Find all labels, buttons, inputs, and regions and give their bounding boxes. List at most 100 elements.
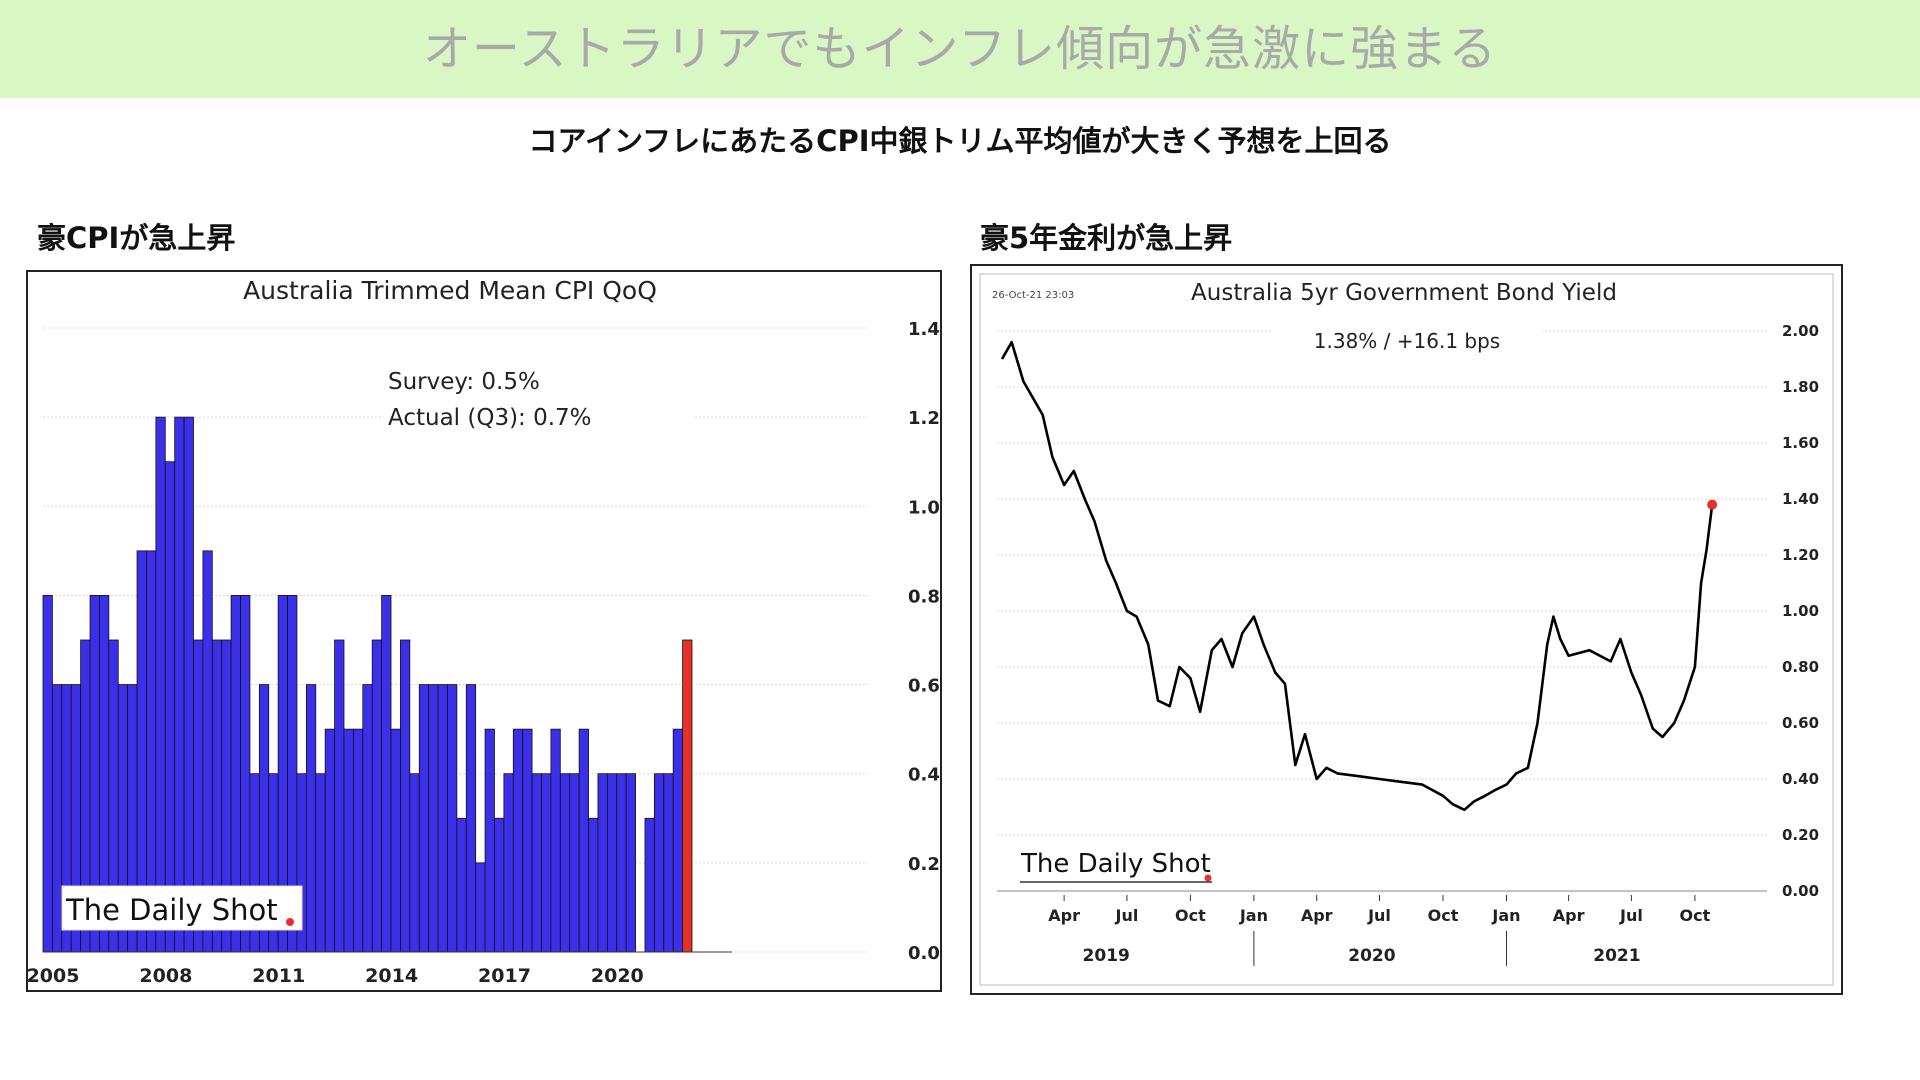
bar [437, 684, 448, 953]
x-tick-label: Jul [1367, 906, 1391, 925]
x-tick-label: 2014 [365, 965, 418, 987]
y-tick-label: 1.20 [1782, 546, 1819, 564]
bar [672, 728, 683, 953]
y-tick-label: 0.40 [1782, 770, 1819, 788]
right-panel-label: 豪5年金利が急上昇 [980, 221, 1233, 255]
inner-border [979, 273, 1834, 986]
watermark-daily-shot: The Daily Shot [1020, 849, 1211, 879]
y-tick-label: 0.00 [1782, 882, 1819, 900]
x-tick-label: Oct [1175, 906, 1206, 925]
bar [371, 639, 383, 953]
x-tick-label: 2008 [139, 965, 192, 987]
bar-latest [682, 639, 693, 953]
bar [541, 773, 552, 953]
bar [42, 595, 53, 953]
bar [315, 773, 326, 953]
bar [606, 773, 618, 953]
left-panel-label: 豪CPIが急上昇 [37, 221, 236, 255]
cpi-chart-frame: Australia Trimmed Mean CPI QoQ 1.4 1.2 1.0… [26, 270, 942, 992]
x-tick-label: Jan [1491, 906, 1520, 925]
x-year-label: 2021 [1593, 946, 1640, 966]
bar [616, 773, 627, 953]
y-tick-label: 0.6 [908, 676, 940, 697]
bar [456, 817, 467, 953]
y-tick-label: 0.60 [1782, 714, 1819, 732]
bar [484, 728, 495, 953]
x-tick-label: Apr [1553, 906, 1585, 925]
watermark-box [61, 885, 303, 931]
annotation-background [1272, 321, 1542, 361]
x-year-label: 2019 [1083, 946, 1130, 966]
bar [52, 684, 63, 953]
y-tick-label: 0.20 [1782, 826, 1819, 844]
x-tick-label: Oct [1680, 906, 1711, 925]
y-tick-label: 1.80 [1782, 378, 1819, 396]
bar [597, 773, 608, 953]
bar [578, 728, 589, 953]
bar [625, 773, 636, 953]
bar [428, 684, 439, 953]
annotation-background [383, 362, 693, 442]
bond-chart-frame: 26-Oct-21 23:03 Australia 5yr Government… [970, 264, 1843, 995]
bar [475, 862, 486, 953]
cpi-bar-chart: Australia Trimmed Mean CPI QoQ 1.4 1.2 1.0… [27, 276, 940, 987]
bond-line-chart: 26-Oct-21 23:03 Australia 5yr Government… [979, 273, 1834, 986]
annotation-actual: Actual (Q3): 0.7% [388, 405, 592, 431]
y-tick-label: 2.00 [1782, 322, 1819, 340]
bar [512, 728, 524, 953]
x-tick-label: Jan [1239, 906, 1268, 925]
y-tick-label: 1.2 [908, 408, 940, 429]
bar [305, 684, 317, 953]
x-tick-label: Jul [1115, 906, 1139, 925]
bar [644, 817, 655, 953]
bar [588, 817, 599, 953]
bar [653, 773, 665, 953]
bar [559, 773, 571, 953]
bar [550, 728, 561, 953]
bar [164, 461, 176, 953]
x-tick-label: 2020 [591, 965, 644, 987]
x-tick-label: Oct [1428, 906, 1459, 925]
bar [324, 728, 335, 953]
bar [390, 728, 401, 953]
y-tick-label: 1.60 [1782, 434, 1819, 452]
y-tick-label: 1.0 [908, 497, 940, 518]
x-tick-label: Apr [1048, 906, 1080, 925]
page-subtitle: コアインフレにあたるCPI中銀トリム平均値が大きく予想を上回る [528, 124, 1392, 158]
watermark-daily-shot: The Daily Shot [65, 893, 278, 927]
chart-title: Australia 5yr Government Bond Yield [1191, 280, 1617, 306]
annotation-yield: 1.38% / +16.1 bps [1314, 329, 1500, 353]
bar [362, 684, 373, 953]
bar [569, 773, 580, 953]
y-tick-label: 1.4 [908, 319, 940, 340]
chart-title: Australia Trimmed Mean CPI QoQ [243, 276, 657, 305]
y-tick-label: 0.4 [908, 765, 940, 786]
bar [155, 416, 166, 953]
chart-timestamp: 26-Oct-21 23:03 [992, 290, 1074, 301]
watermark-dot [1204, 874, 1212, 882]
header-banner [0, 0, 1920, 98]
bar [334, 639, 345, 953]
y-tick-label: 0.2 [908, 854, 940, 875]
bar [352, 728, 364, 953]
bar [531, 773, 542, 953]
y-tick-label: 0.0 [908, 943, 940, 964]
bar [409, 773, 420, 953]
bar [465, 684, 477, 953]
y-tick-label: 0.8 [908, 586, 940, 607]
bar [183, 416, 194, 953]
bar [522, 728, 533, 953]
bar [494, 817, 505, 953]
watermark-dot [286, 918, 294, 926]
bar [418, 684, 430, 953]
banner-title: オーストラリアでもインフレ傾向が急激に強まる [422, 21, 1498, 77]
bar [381, 595, 392, 953]
y-tick-label: 1.00 [1782, 602, 1819, 620]
bar [174, 416, 185, 953]
latest-value-dot [1707, 499, 1718, 510]
y-tick-label: 1.40 [1782, 490, 1819, 508]
bar [503, 773, 514, 953]
bar [663, 773, 674, 953]
x-year-label: 2020 [1348, 946, 1395, 966]
x-tick-label: Apr [1301, 906, 1333, 925]
